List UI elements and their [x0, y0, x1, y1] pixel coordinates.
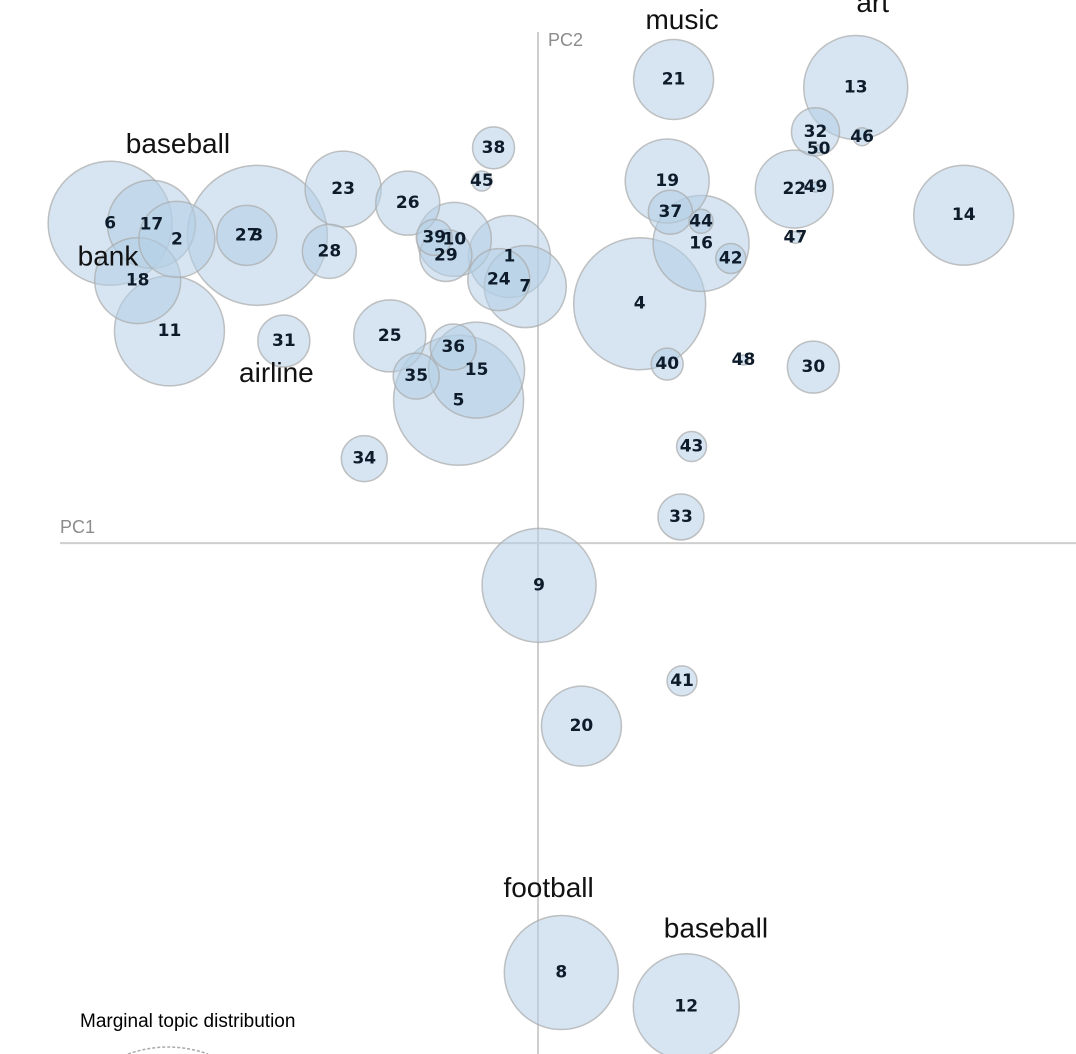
topic-circle-34[interactable]: [340, 434, 389, 483]
topic-label-38: 38: [482, 138, 506, 158]
topic-label-49: 49: [804, 177, 828, 197]
legend-size-arc: [127, 1046, 209, 1054]
topic-label-16: 16: [689, 233, 713, 253]
topic-circle-2[interactable]: [138, 200, 216, 279]
topic-circle-43[interactable]: [675, 430, 708, 463]
topic-circle-39[interactable]: [415, 218, 453, 257]
topic-label-7: 7: [519, 277, 531, 297]
topic-circle-22[interactable]: [754, 149, 835, 229]
topic-label-35: 35: [404, 366, 428, 386]
topic-label-23: 23: [331, 179, 355, 199]
topic-circle-12[interactable]: [632, 952, 741, 1054]
topic-label-12: 12: [674, 997, 698, 1017]
topic-circle-14[interactable]: [912, 164, 1015, 266]
topic-circle-48[interactable]: [737, 354, 750, 366]
topic-circles: [47, 34, 1015, 1054]
topic-label-5: 5: [453, 390, 465, 410]
annotation-art-1: art: [856, 0, 889, 18]
topic-label-41: 41: [670, 671, 694, 691]
topic-label-32: 32: [804, 122, 828, 142]
topic-label-40: 40: [655, 354, 679, 374]
topic-circle-38[interactable]: [471, 126, 516, 170]
topic-label-45: 45: [470, 171, 494, 191]
topic-label-18: 18: [126, 271, 150, 291]
annotation-baseball-6: baseball: [664, 912, 768, 943]
topic-circle-20[interactable]: [540, 685, 623, 767]
topic-circle-49[interactable]: [809, 181, 822, 193]
topic-circle-45[interactable]: [471, 170, 493, 192]
topic-label-9: 9: [533, 575, 545, 595]
topic-circle-25[interactable]: [352, 299, 427, 373]
topic-circle-26[interactable]: [374, 170, 441, 236]
topic-label-33: 33: [669, 507, 693, 527]
topic-label-2: 2: [171, 229, 183, 249]
topic-circle-40[interactable]: [650, 347, 684, 381]
topic-label-20: 20: [570, 716, 594, 736]
topic-label-14: 14: [952, 205, 976, 225]
topic-circle-28[interactable]: [301, 223, 358, 280]
topic-label-15: 15: [465, 360, 489, 380]
topic-label-27: 27: [235, 225, 259, 245]
topic-label-43: 43: [680, 437, 704, 457]
topic-labels: 12 34567891011121314151617181920212223242…: [104, 69, 976, 1016]
topic-circle-46[interactable]: [852, 127, 872, 147]
topic-label-47: 47: [784, 227, 808, 247]
topic-label-8: 8: [555, 963, 567, 983]
annotation-music-0: music: [645, 4, 718, 35]
topic-label-34: 34: [352, 449, 376, 469]
topic-label-13: 13: [844, 77, 868, 97]
topic-circle-21[interactable]: [632, 38, 715, 121]
topic-label-31: 31: [272, 331, 296, 351]
topic-label-26: 26: [396, 193, 420, 213]
topic-label-3: 3: [251, 225, 263, 245]
topic-circle-27[interactable]: [216, 204, 278, 267]
topic-label-29: 29: [434, 245, 458, 265]
topic-circle-30[interactable]: [786, 340, 841, 394]
topic-circle-33[interactable]: [657, 493, 705, 541]
topic-label-21: 21: [662, 69, 686, 89]
pc1-axis-label: PC1: [60, 517, 95, 537]
topic-label-46: 46: [850, 127, 874, 147]
topic-label-44: 44: [689, 211, 713, 231]
topic-label-17: 17: [140, 214, 164, 234]
topic-label-19: 19: [655, 171, 679, 191]
topic-circle-32[interactable]: [790, 107, 841, 157]
topic-circle-9[interactable]: [481, 527, 597, 644]
annotation-airline-4: airline: [239, 357, 314, 388]
topic-label-4: 4: [634, 294, 646, 314]
topic-label-48: 48: [732, 350, 756, 370]
topic-label-22: 22: [782, 179, 806, 199]
topic-label-36: 36: [441, 337, 465, 357]
topic-circle-41[interactable]: [666, 665, 698, 697]
topic-label-50: 50: [807, 139, 831, 159]
annotation-football-5: football: [503, 872, 593, 903]
topic-label-37: 37: [659, 202, 683, 222]
topic-circle-24[interactable]: [467, 247, 531, 312]
topic-label-42: 42: [719, 248, 743, 268]
topic-circle-36[interactable]: [429, 323, 478, 371]
topic-label-30: 30: [802, 357, 826, 377]
topic-label-24: 24: [487, 270, 511, 290]
topic-label-11: 11: [158, 321, 182, 341]
topic-label-39: 39: [422, 227, 446, 247]
topic-circle-8[interactable]: [503, 914, 620, 1031]
topic-label-6: 6: [104, 213, 116, 233]
topic-circle-50[interactable]: [813, 144, 824, 154]
marginal-distribution-legend: Marginal topic distribution: [80, 1011, 295, 1054]
topic-circle-31[interactable]: [257, 314, 311, 368]
topic-circle-42[interactable]: [714, 242, 747, 275]
topic-label-1: 1: [503, 246, 515, 266]
topic-label-25: 25: [378, 326, 402, 346]
topic-label-28: 28: [318, 241, 342, 261]
legend-title: Marginal topic distribution: [80, 1011, 295, 1032]
topic-circle-47[interactable]: [788, 230, 803, 245]
annotation-bank-3: bank: [78, 241, 140, 272]
annotation-baseball-2: baseball: [126, 128, 230, 159]
topic-circle-44[interactable]: [688, 208, 714, 235]
pc2-axis-label: PC2: [548, 30, 583, 50]
topic-circle-35[interactable]: [392, 352, 440, 400]
topic-annotations: music art baseball bank airline football baseb…: [78, 0, 890, 943]
topic-label-10: 10: [442, 229, 466, 249]
